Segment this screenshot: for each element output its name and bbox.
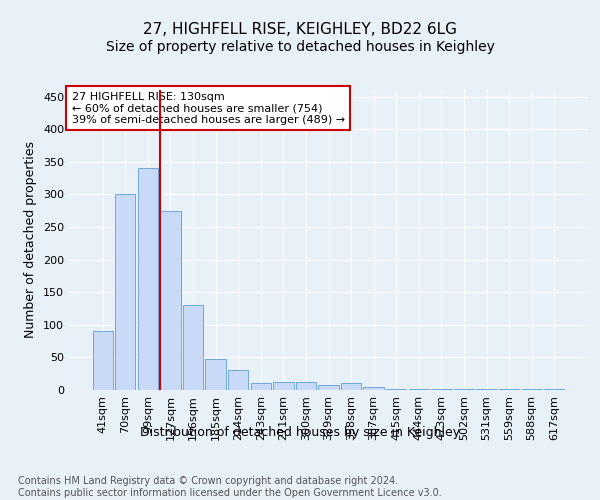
Text: 27 HIGHFELL RISE: 130sqm
← 60% of detached houses are smaller (754)
39% of semi-: 27 HIGHFELL RISE: 130sqm ← 60% of detach… [71,92,345,124]
Bar [228,370,248,390]
Bar [386,388,406,390]
Text: 27, HIGHFELL RISE, KEIGHLEY, BD22 6LG: 27, HIGHFELL RISE, KEIGHLEY, BD22 6LG [143,22,457,38]
Bar [92,332,113,390]
Bar [409,388,429,390]
Text: Distribution of detached houses by size in Keighley: Distribution of detached houses by size … [140,426,460,439]
Bar [544,388,565,390]
Bar [273,382,293,390]
Bar [319,385,338,390]
Bar [431,388,452,390]
Bar [341,384,361,390]
Text: Contains HM Land Registry data © Crown copyright and database right 2024.
Contai: Contains HM Land Registry data © Crown c… [18,476,442,498]
Bar [251,384,271,390]
Bar [364,388,384,390]
Bar [183,305,203,390]
Y-axis label: Number of detached properties: Number of detached properties [25,142,37,338]
Bar [499,388,519,390]
Bar [296,382,316,390]
Text: Size of property relative to detached houses in Keighley: Size of property relative to detached ho… [106,40,494,54]
Bar [160,210,181,390]
Bar [205,360,226,390]
Bar [138,168,158,390]
Bar [115,194,136,390]
